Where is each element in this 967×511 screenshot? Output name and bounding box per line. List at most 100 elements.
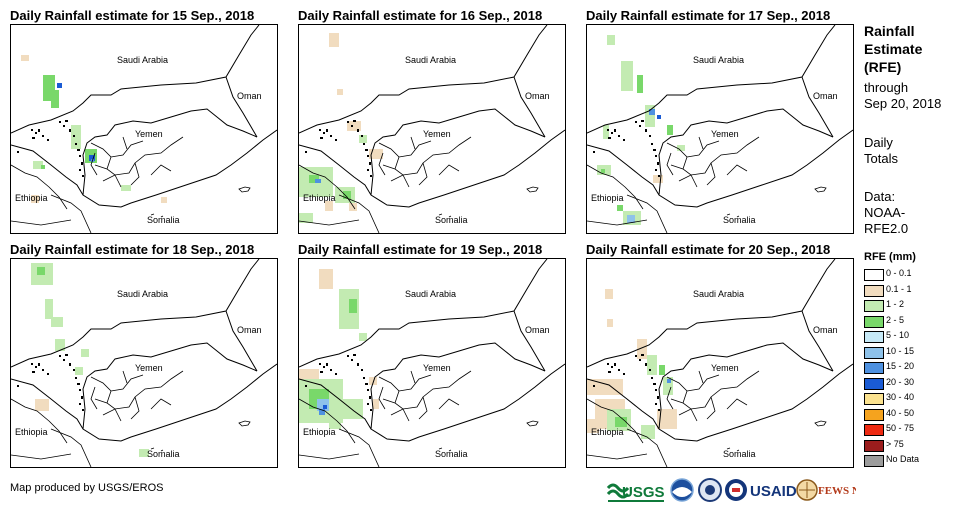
country-label-oman: Oman [813, 325, 838, 335]
rainfall-patch [621, 61, 633, 91]
rainfall-patch [617, 205, 623, 211]
rainfall-patch [667, 379, 671, 383]
sidebar-through: through [864, 80, 909, 95]
rainfall-patch [347, 121, 361, 131]
rainfall-patch [601, 169, 605, 173]
rainfall-patch [659, 365, 665, 375]
country-label-yemen: Yemen [711, 129, 739, 139]
country-label-somalia: Somalia [435, 215, 468, 225]
panel-title-20: Daily Rainfall estimate for 20 Sep., 201… [586, 242, 831, 257]
rainfall-patch [359, 333, 367, 341]
fews-logo-text: FEWS NET [818, 485, 856, 497]
legend-swatch [864, 300, 884, 312]
country-label-saudi: Saudi Arabia [117, 55, 169, 65]
legend-swatch [864, 408, 884, 421]
legend-swatch [864, 377, 884, 390]
map-panel-17: Saudi Arabia Oman Yemen Ethiopia Somalia [586, 24, 854, 234]
rainfall-patch [41, 165, 45, 169]
rainfall-patch [349, 203, 357, 211]
rain-patches [597, 35, 685, 225]
noaa-logo [670, 478, 694, 502]
legend-swatch [864, 393, 884, 405]
rainfall-patch [55, 339, 65, 351]
rainfall-patch [325, 201, 333, 211]
legend-title: RFE (mm) [864, 251, 916, 263]
country-label-yemen: Yemen [135, 363, 163, 373]
rainfall-patch [337, 89, 343, 95]
country-label-saudi: Saudi Arabia [693, 289, 745, 299]
rainfall-patch [75, 367, 83, 375]
usgs-logo: USGS [606, 483, 665, 502]
country-label-somalia: Somalia [147, 449, 180, 459]
rainfall-patch [51, 317, 63, 327]
legend-swatch [864, 346, 884, 359]
rainfall-patch [309, 175, 319, 183]
country-label-somalia: Somalia [435, 449, 468, 459]
panel-title-17: Daily Rainfall estimate for 17 Sep., 201… [586, 8, 831, 23]
map-svg [11, 259, 277, 467]
country-label-saudi: Saudi Arabia [405, 289, 457, 299]
legend-label: 20 - 30 [886, 376, 915, 387]
country-label-oman: Oman [525, 91, 550, 101]
rainfall-patch [21, 55, 29, 61]
country-borders [587, 259, 853, 467]
rainfall-patch [653, 175, 663, 183]
country-label-saudi: Saudi Arabia [693, 55, 745, 65]
rainfall-patch [641, 425, 655, 439]
legend-label: 5 - 10 [886, 330, 910, 340]
rainfall-patch [647, 355, 657, 375]
legend-label: 1 - 2 [886, 299, 905, 309]
rainfall-patch [637, 339, 647, 359]
rainfall-patch [663, 377, 673, 395]
rainfall-patch [323, 405, 327, 409]
country-label-ethiopia: Ethiopia [591, 427, 624, 437]
rainfall-patch [343, 399, 363, 419]
footer-credit: Map produced by USGS/EROS [10, 482, 164, 494]
legend-label: 40 - 50 [886, 407, 915, 418]
map-panel-18: Saudi Arabia Oman Yemen Ethiopia Somalia [10, 258, 278, 468]
legend-label: No Data [886, 454, 920, 464]
country-borders [299, 25, 565, 233]
country-label-ethiopia: Ethiopia [303, 427, 336, 437]
rainfall-patch [299, 213, 313, 223]
legend-label: 30 - 40 [886, 392, 915, 402]
country-label-saudi: Saudi Arabia [117, 289, 169, 299]
map-svg [299, 25, 565, 233]
country-borders [11, 259, 277, 467]
rainfall-patch [33, 161, 43, 169]
country-label-somalia: Somalia [723, 449, 756, 459]
map-svg [587, 259, 853, 467]
rainfall-patch [369, 149, 383, 159]
map-panel-15: Saudi Arabia Oman Yemen Ethiopia Somalia [10, 24, 278, 234]
sidebar-data-label: Data: [864, 189, 896, 204]
rainfall-patch [607, 319, 613, 327]
rainfall-patch [649, 109, 655, 115]
legend-swatch [864, 362, 884, 374]
panel-title-15: Daily Rainfall estimate for 15 Sep., 201… [10, 8, 255, 23]
legend-swatch [864, 284, 884, 297]
agency-logos: USGS USAID FEWS NET [606, 478, 875, 506]
country-label-yemen: Yemen [135, 129, 163, 139]
panel-title-18: Daily Rainfall estimate for 18 Sep., 201… [10, 242, 255, 257]
rainfall-patch [45, 299, 53, 319]
country-label-saudi: Saudi Arabia [405, 55, 457, 65]
rainfall-patch [657, 115, 661, 119]
rainfall-patch [329, 33, 339, 47]
country-label-yemen: Yemen [711, 363, 739, 373]
rainfall-patch [627, 215, 635, 223]
rainfall-patch [51, 90, 59, 108]
legend-swatch [864, 424, 884, 436]
country-label-yemen: Yemen [423, 129, 451, 139]
usgs-logo-text: USGS [622, 484, 665, 501]
country-label-ethiopia: Ethiopia [15, 193, 48, 203]
country-label-ethiopia: Ethiopia [303, 193, 336, 203]
legend-label: 50 - 75 [886, 423, 915, 433]
rainfall-patch [657, 409, 677, 429]
rainfall-patch [373, 399, 379, 409]
dhs-seal [698, 478, 722, 502]
rainfall-patch [121, 185, 131, 191]
sidebar-date: Sep 20, 2018 [864, 96, 942, 111]
rainfall-patch [587, 419, 599, 433]
rainfall-patch [81, 349, 89, 357]
rainfall-patch [369, 377, 377, 385]
